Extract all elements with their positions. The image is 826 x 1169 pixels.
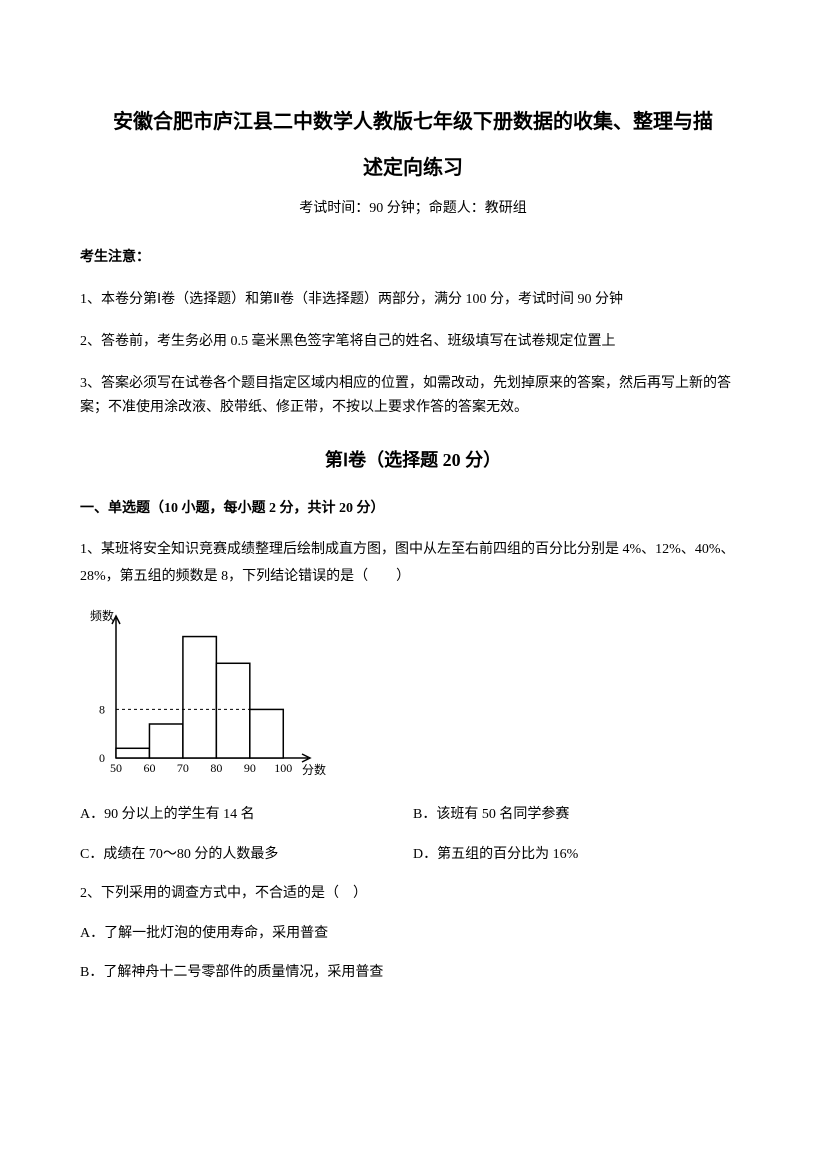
q1-option-a: A．90 分以上的学生有 14 名 — [80, 802, 413, 827]
notice-item-2: 2、答卷前，考生务必用 0.5 毫米黑色签字笔将自己的姓名、班级填写在试卷规定位… — [80, 330, 746, 354]
q1-option-d: D．第五组的百分比为 16% — [413, 842, 746, 867]
svg-text:90: 90 — [244, 761, 256, 775]
section-1-heading: 第Ⅰ卷（选择题 20 分） — [80, 444, 746, 476]
notice-item-3: 3、答案必须写在试卷各个题目指定区域内相应的位置，如需改动，先划掉原来的答案，然… — [80, 372, 746, 420]
subsection-1-heading: 一、单选题（10 小题，每小题 2 分，共计 20 分） — [80, 496, 746, 521]
svg-text:70: 70 — [177, 761, 189, 775]
question-1-text: 1、某班将安全知识竞赛成绩整理后绘制成直方图，图中从左至右前四组的百分比分别是 … — [80, 537, 746, 590]
q1-options-row-1: A．90 分以上的学生有 14 名 B．该班有 50 名同学参赛 — [80, 802, 746, 827]
q1-options-row-2: C．成绩在 70～80 分的人数最多 D．第五组的百分比为 16% — [80, 842, 746, 867]
svg-text:8: 8 — [99, 703, 105, 717]
question-2-text: 2、下列采用的调查方式中，不合适的是（ ） — [80, 881, 746, 908]
page-title-line1: 安徽合肥市庐江县二中数学人教版七年级下册数据的收集、整理与描 — [80, 100, 746, 144]
svg-text:频数: 频数 — [90, 608, 114, 623]
histogram-svg: 频数分数805060708090100 — [80, 604, 340, 784]
notice-heading: 考生注意： — [80, 245, 746, 270]
svg-text:分数: 分数 — [302, 762, 326, 777]
svg-text:80: 80 — [210, 761, 222, 775]
svg-text:100: 100 — [274, 761, 292, 775]
page-title-line2: 述定向练习 — [80, 150, 746, 186]
exam-info: 考试时间：90 分钟；命题人：教研组 — [80, 196, 746, 221]
q2-option-b: B．了解神舟十二号零部件的质量情况，采用普查 — [80, 960, 746, 985]
svg-text:0: 0 — [99, 751, 105, 765]
svg-text:50: 50 — [110, 761, 122, 775]
q1-option-c: C．成绩在 70～80 分的人数最多 — [80, 842, 413, 867]
q1-option-b: B．该班有 50 名同学参赛 — [413, 802, 746, 827]
histogram-chart: 频数分数805060708090100 — [80, 604, 746, 784]
svg-text:60: 60 — [143, 761, 155, 775]
q2-option-a: A．了解一批灯泡的使用寿命，采用普查 — [80, 921, 746, 946]
notice-item-1: 1、本卷分第Ⅰ卷（选择题）和第Ⅱ卷（非选择题）两部分，满分 100 分，考试时间… — [80, 288, 746, 312]
